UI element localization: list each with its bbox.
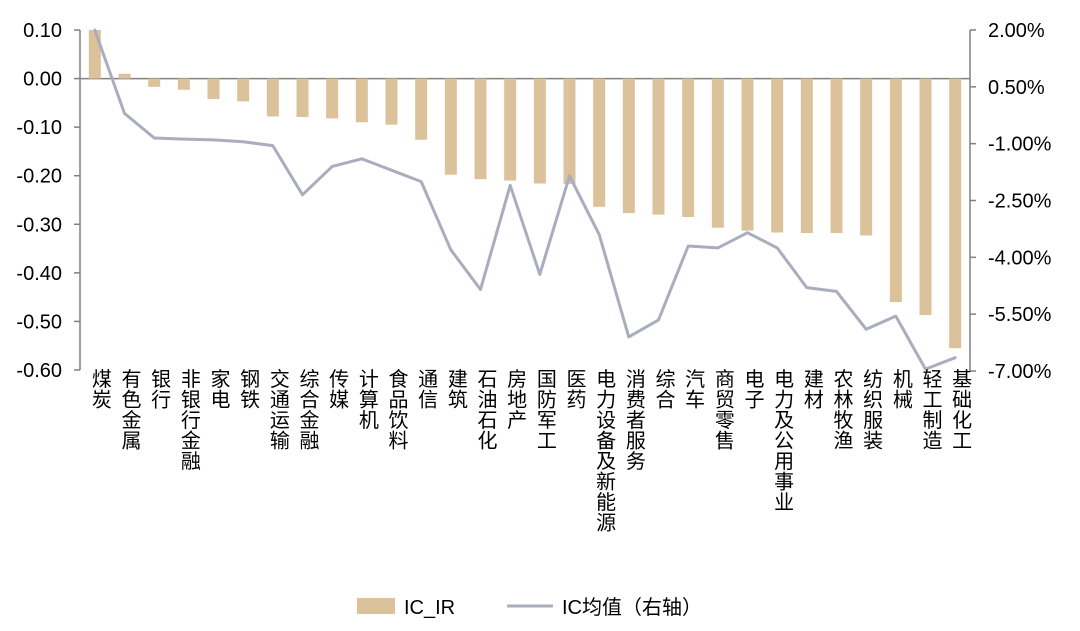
bar [622, 78, 635, 214]
legend-label-ic-mean: IC均值（右轴） [562, 596, 702, 619]
category-label: 石油石化 [478, 367, 498, 453]
axes [74, 29, 976, 372]
bar [593, 78, 606, 207]
left-axis-tick-label: 0.10 [23, 20, 62, 42]
bar [118, 73, 131, 79]
category-label: 机械 [893, 367, 913, 412]
bar [919, 78, 932, 316]
category-label: 有色金属 [122, 367, 142, 453]
category-label: 家电 [211, 367, 231, 412]
category-label: 建筑 [448, 367, 468, 412]
left-axis-tick-label: 0.00 [23, 69, 62, 91]
category-label: 纺织服装 [863, 367, 883, 453]
left-axis-tick-label: -0.60 [16, 360, 62, 382]
left-axis-tick-label: -0.50 [16, 311, 62, 333]
tick-labels: 0.10 0.00 -0.10 -0.20 -0.30 -0.40 -0.50 -0.60 2.… [16, 20, 1051, 535]
left-axis-tick-label: -0.20 [16, 166, 62, 188]
bar [148, 78, 161, 87]
left-axis-tick-label: -0.10 [16, 117, 62, 139]
category-label: 轻工制造 [923, 367, 943, 453]
category-label: 通信 [418, 367, 438, 412]
bar [296, 78, 309, 117]
category-label: 煤炭 [92, 367, 112, 412]
right-axis-tick-label: -1.00% [988, 134, 1052, 156]
bar [326, 78, 339, 119]
category-label: 电力及公用事业 [774, 367, 794, 514]
right-axis-tick-label: -4.00% [988, 247, 1052, 269]
right-axis-tick-label: -5.50% [988, 304, 1052, 326]
bar [355, 78, 368, 123]
category-label: 综合金融 [300, 367, 320, 453]
left-axis-tick-label: -0.40 [16, 263, 62, 285]
category-label: 计算机 [359, 367, 379, 432]
category-label: 钢铁 [240, 367, 260, 412]
category-label: 医药 [567, 367, 587, 412]
bar [444, 78, 457, 175]
bar [711, 78, 724, 228]
bar [474, 78, 487, 180]
category-label: 食品饮料 [389, 367, 409, 453]
bar [533, 78, 546, 184]
category-label: 基础化工 [952, 367, 972, 453]
left-axis-tick-label: -0.30 [16, 214, 62, 236]
bar [652, 78, 665, 215]
legend: IC_IR IC均值（右轴） [357, 596, 702, 619]
ic-mean-line [93, 28, 957, 371]
category-label: 交通运输 [270, 367, 290, 453]
legend-label-ic-ir: IC_IR [404, 597, 455, 619]
category-label: 电子 [745, 367, 765, 412]
bar [415, 78, 428, 140]
bar [830, 78, 843, 234]
category-label: 商贸零售 [715, 367, 735, 453]
bar [682, 78, 695, 217]
category-label: 电力设备及新能源 [596, 367, 616, 535]
bar [385, 78, 398, 125]
category-label: 传媒 [329, 367, 349, 412]
right-axis-tick-label: -7.00% [988, 361, 1052, 383]
bar [889, 78, 902, 302]
bar [949, 78, 962, 349]
bar [860, 78, 873, 236]
bar [800, 78, 813, 234]
category-label: 国防军工 [537, 367, 557, 453]
category-label: 农林牧渔 [834, 367, 854, 453]
bar [741, 78, 754, 231]
bar [177, 78, 190, 90]
bar [88, 30, 101, 79]
bar [504, 78, 517, 181]
category-label: 消费者服务 [626, 367, 646, 473]
category-label: 汽车 [685, 367, 705, 412]
category-label: 综合 [656, 367, 676, 412]
bar-series [88, 30, 962, 349]
category-label: 非银行金融 [181, 367, 201, 473]
bar [237, 78, 250, 102]
category-label: 房地产 [507, 367, 527, 432]
bar [563, 78, 576, 184]
bar [266, 78, 279, 117]
right-axis-tick-label: 2.00% [988, 20, 1045, 42]
line-series [93, 28, 957, 371]
right-axis-tick-label: -2.50% [988, 191, 1052, 213]
bar [207, 78, 220, 99]
category-label: 银行 [151, 367, 171, 412]
right-axis-tick-label: 0.50% [988, 77, 1045, 99]
category-label: 建材 [804, 367, 824, 412]
bar [771, 78, 784, 233]
legend-swatch-ic-ir [357, 598, 395, 614]
